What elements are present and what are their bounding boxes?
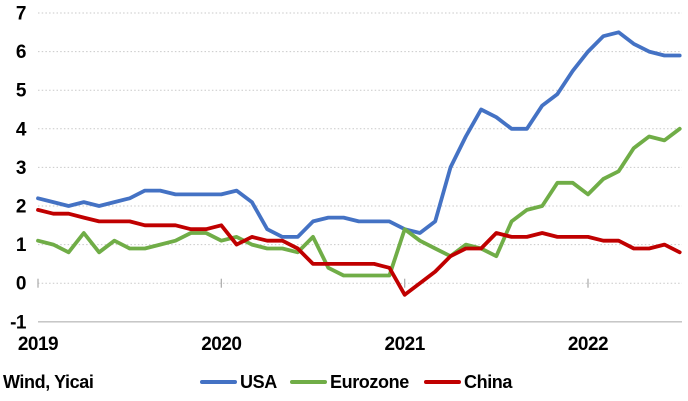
series-line-china: [36, 207, 682, 297]
y-axis-label-2: 2: [16, 197, 26, 218]
y-axis-label-4: 4: [16, 119, 27, 140]
legend-label-eurozone: Eurozone: [330, 372, 409, 392]
y-axis-label-5: 5: [16, 81, 27, 102]
x-axis-label-2020: 2020: [201, 334, 241, 355]
series-line-eurozone: [36, 126, 682, 278]
legend-swatch-china: [424, 379, 461, 385]
y-axis-label-1: 1: [16, 235, 27, 256]
y-axis-label--1: -1: [10, 312, 27, 333]
legend-swatch-eurozone: [290, 379, 327, 385]
legend-label-china: China: [464, 372, 513, 392]
legend-item-china: China: [424, 368, 512, 396]
legend: USA Eurozone China: [0, 368, 688, 396]
y-axis-label-3: 3: [16, 158, 26, 179]
legend-label-usa: USA: [240, 372, 277, 392]
x-axis-label-2021: 2021: [385, 334, 426, 355]
legend-item-usa: USA: [200, 368, 277, 396]
chart-footer: Wind, Yicai USA Eurozone China: [0, 368, 688, 396]
y-axis-label-7: 7: [16, 4, 26, 25]
series-line-usa: [36, 30, 682, 239]
legend-swatch-usa: [200, 379, 237, 385]
y-axis-label-6: 6: [16, 42, 26, 63]
source-label: Wind, Yicai: [3, 372, 94, 392]
legend-item-eurozone: Eurozone: [290, 368, 409, 396]
x-axis-label-2019: 2019: [18, 334, 58, 355]
y-axis-label-0: 0: [16, 274, 26, 295]
x-axis-label-2022: 2022: [568, 334, 608, 355]
